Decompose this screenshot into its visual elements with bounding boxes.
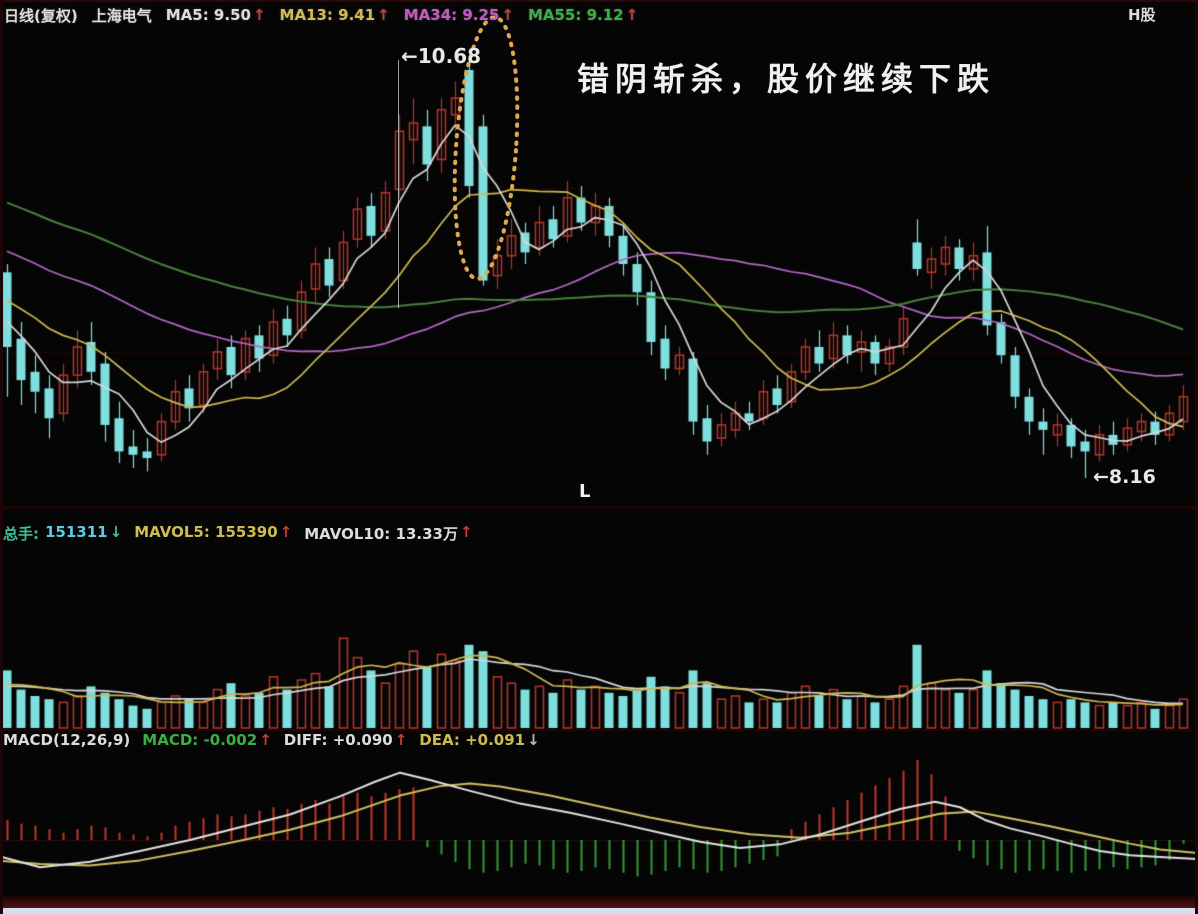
diff-value: DIFF: +0.090 [283, 731, 393, 749]
low-price-label: ←8.16 [1093, 466, 1156, 488]
up-arrow-icon: ↑ [252, 6, 266, 24]
ma34-value: MA34: 9.25 [403, 6, 500, 24]
pane-separator [0, 729, 1198, 731]
mavol5-value: MAVOL5: 155390 [134, 523, 278, 541]
ma13-value: MA13: 9.41 [279, 6, 376, 24]
dea-value: DEA: +0.091 [419, 731, 526, 749]
up-arrow-icon: ↑ [501, 6, 514, 24]
up-arrow-icon: ↑ [279, 523, 293, 541]
period-label[interactable]: 日线(复权) [4, 6, 78, 25]
volume-header: 总手: 151311 ↓ MAVOL5: 155390 ↑ MAVOL10: 1… [3, 523, 485, 544]
up-arrow-icon: ↑ [625, 6, 639, 24]
down-arrow-icon: ↓ [109, 523, 123, 541]
total-volume-label: 总手: [3, 525, 39, 543]
macd-params-label[interactable]: MACD(12,26,9) [3, 731, 131, 749]
left-border [0, 0, 3, 914]
pane-separator [0, 506, 1198, 509]
right-border [1195, 0, 1198, 914]
window-bottom-edge [0, 908, 1198, 914]
annotation-text: 错阴斩杀，股价继续下跌 [577, 60, 996, 98]
stock-name[interactable]: 上海电气 [91, 6, 152, 25]
h-share-label[interactable]: H股 [1128, 6, 1156, 24]
high-reference-line [398, 60, 399, 308]
up-arrow-icon: ↑ [394, 731, 408, 749]
ma55-value: MA55: 9.12 [527, 6, 624, 24]
chart-header: 日线(复权) 上海电气 MA5: 9.50 ↑ MA13: 9.41 ↑ MA3… [4, 3, 652, 27]
top-border [0, 0, 1198, 2]
macd-value: MACD: -0.002 [142, 731, 258, 749]
up-arrow-icon: ↑ [459, 523, 473, 541]
low-point-marker: L [579, 481, 591, 502]
mavol10-value: MAVOL10: 13.33万 [304, 525, 458, 543]
up-arrow-icon: ↑ [259, 731, 272, 749]
total-volume-value: 151311 [45, 523, 108, 541]
down-arrow-icon: ↓ [527, 731, 540, 749]
high-price-label: ←10.68 [401, 44, 482, 68]
macd-header: MACD(12,26,9) MACD: -0.002 ↑ DIFF: +0.09… [3, 731, 552, 749]
ma5-value: MA5: 9.50 [165, 6, 251, 24]
up-arrow-icon: ↑ [377, 6, 390, 24]
